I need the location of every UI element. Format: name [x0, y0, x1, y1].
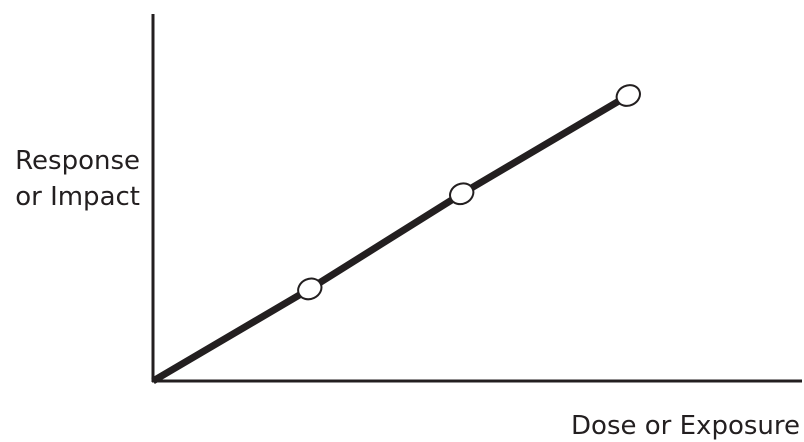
y-axis-title-line-1: Response: [15, 146, 140, 176]
chart-axes: [151, 14, 802, 383]
data-point-marker: [615, 84, 641, 107]
y-axis-title-line-2: or Impact: [15, 182, 140, 212]
series-layer: [151, 84, 641, 385]
series-line: [151, 92, 631, 385]
data-point-marker: [297, 277, 323, 301]
data-point-marker: [449, 182, 475, 206]
x-axis-title: Dose or Exposure: [571, 411, 800, 441]
y-axis-title: Response or Impact: [15, 146, 140, 212]
